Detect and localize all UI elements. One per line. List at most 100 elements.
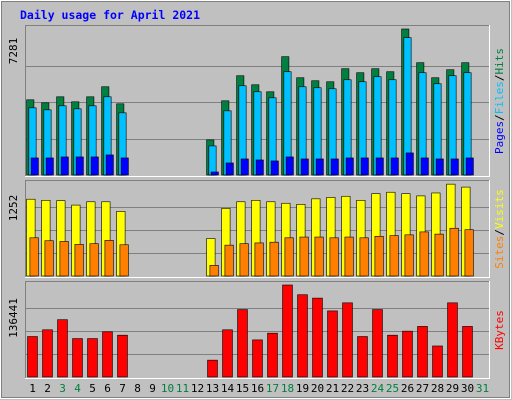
bar-sites-day-15 xyxy=(239,243,249,277)
day-label-22: 22 xyxy=(341,382,354,395)
day-label-10: 10 xyxy=(161,382,174,395)
bar-pages-day-22 xyxy=(345,157,354,176)
day-label-15: 15 xyxy=(236,382,249,395)
panel-kbytes: 136441 KBytes xyxy=(7,281,506,379)
bar-pages-day-6 xyxy=(105,154,114,176)
day-axis-labels: 1 2 3 4 5 6 7 8 9 10 11 12 13 14 15 16 17 18 19 20 21 22 23 24 2… xyxy=(29,382,489,395)
day-label-16: 16 xyxy=(251,382,264,395)
day-label-9: 9 xyxy=(149,382,156,395)
day-label-4: 4 xyxy=(74,382,81,395)
day-label-13: 13 xyxy=(206,382,219,395)
bar-kbytes-day-19 xyxy=(297,294,308,378)
bar-sites-day-4 xyxy=(74,244,84,277)
bar-sites-day-29 xyxy=(449,227,459,277)
bar-pages-day-2 xyxy=(45,157,54,176)
bar-sites-day-5 xyxy=(89,243,99,277)
bar-kbytes-day-13 xyxy=(207,359,218,378)
day-label-26: 26 xyxy=(401,382,414,395)
bar-kbytes-day-5 xyxy=(87,338,98,378)
bar-pages-day-14 xyxy=(225,162,234,176)
legend-item: KBytes xyxy=(493,310,506,350)
bar-kbytes-day-28 xyxy=(432,345,443,378)
bar-sites-day-20 xyxy=(314,236,324,277)
bar-sites-day-28 xyxy=(434,233,444,277)
day-label-31: 31 xyxy=(476,382,489,395)
legend-kbytes: KBytes xyxy=(493,310,506,350)
bar-kbytes-day-25 xyxy=(387,334,398,378)
bar-sites-day-7 xyxy=(119,244,129,277)
bar-kbytes-day-29 xyxy=(447,302,458,378)
bar-kbytes-day-7 xyxy=(117,334,128,378)
day-label-23: 23 xyxy=(356,382,369,395)
day-label-18: 18 xyxy=(281,382,294,395)
bar-kbytes-day-20 xyxy=(312,297,323,378)
bar-kbytes-day-16 xyxy=(252,339,263,378)
bar-kbytes-day-3 xyxy=(57,319,68,378)
bar-sites-day-27 xyxy=(419,231,429,277)
panel-visits-sites: 1252 Sites/Visits xyxy=(7,180,506,278)
day-label-19: 19 xyxy=(296,382,309,395)
bar-pages-day-17 xyxy=(270,160,279,176)
bar-pages-day-30 xyxy=(465,157,474,176)
y-axis-max-label: 136441 xyxy=(7,298,20,338)
bar-sites-day-22 xyxy=(344,236,354,277)
day-label-3: 3 xyxy=(59,382,66,395)
bar-sites-day-30 xyxy=(464,229,474,277)
day-label-7: 7 xyxy=(119,382,126,395)
bar-pages-day-13 xyxy=(210,171,219,176)
bar-sites-day-26 xyxy=(404,234,414,277)
bar-sites-day-14 xyxy=(224,244,234,277)
bar-sites-day-21 xyxy=(329,237,339,277)
chart-panels: 7281Pages/Files/Hits1252Sites/Visits1364… xyxy=(7,25,506,379)
day-label-27: 27 xyxy=(416,382,429,395)
y-axis-max-label: 1252 xyxy=(7,195,20,222)
bar-sites-day-25 xyxy=(389,235,399,277)
y-axis-max-label: 7281 xyxy=(7,38,20,65)
bar-kbytes-day-27 xyxy=(417,326,428,378)
bar-sites-day-24 xyxy=(374,236,384,277)
bar-sites-day-19 xyxy=(299,236,309,277)
day-label-6: 6 xyxy=(104,382,111,395)
bar-kbytes-day-2 xyxy=(42,329,53,378)
legend-item: Files xyxy=(493,81,506,114)
bar-kbytes-day-6 xyxy=(102,331,113,378)
panel-hits-files-pages: 7281 Pages/Files/Hits xyxy=(7,25,506,177)
bar-sites-day-1 xyxy=(29,237,39,277)
day-label-12: 12 xyxy=(191,382,204,395)
bar-kbytes-day-17 xyxy=(267,332,278,378)
day-label-20: 20 xyxy=(311,382,324,395)
bar-pages-day-4 xyxy=(75,156,84,176)
bar-kbytes-day-18 xyxy=(282,284,293,378)
bar-pages-day-20 xyxy=(315,158,324,176)
bar-pages-day-18 xyxy=(285,156,294,176)
bar-kbytes-day-30 xyxy=(462,326,473,378)
day-label-5: 5 xyxy=(89,382,96,395)
legend-item: / xyxy=(493,75,506,82)
bar-files-day-13 xyxy=(208,145,217,176)
bar-pages-day-1 xyxy=(30,157,39,176)
bars-hits-files-pages xyxy=(26,28,474,176)
bar-kbytes-day-23 xyxy=(357,336,368,378)
bar-kbytes-day-15 xyxy=(237,309,248,378)
bar-pages-day-16 xyxy=(255,159,264,176)
day-label-30: 30 xyxy=(461,382,474,395)
bar-sites-day-16 xyxy=(254,242,264,277)
bar-pages-day-23 xyxy=(360,157,369,176)
day-label-17: 17 xyxy=(266,382,279,395)
legend-hits-files-pages: Pages/Files/Hits xyxy=(493,48,506,154)
day-label-2: 2 xyxy=(44,382,51,395)
bar-kbytes-day-21 xyxy=(327,310,338,378)
legend-item: Hits xyxy=(493,48,506,75)
bar-kbytes-day-14 xyxy=(222,329,233,378)
bar-pages-day-3 xyxy=(60,156,69,176)
bar-sites-day-3 xyxy=(59,241,69,277)
bar-pages-day-25 xyxy=(390,157,399,176)
legend-item: Visits xyxy=(493,189,506,229)
bar-pages-day-24 xyxy=(375,157,384,176)
bar-sites-day-6 xyxy=(104,240,114,277)
chart-title: Daily usage for April 2021 xyxy=(20,8,200,22)
bar-pages-day-19 xyxy=(300,158,309,176)
